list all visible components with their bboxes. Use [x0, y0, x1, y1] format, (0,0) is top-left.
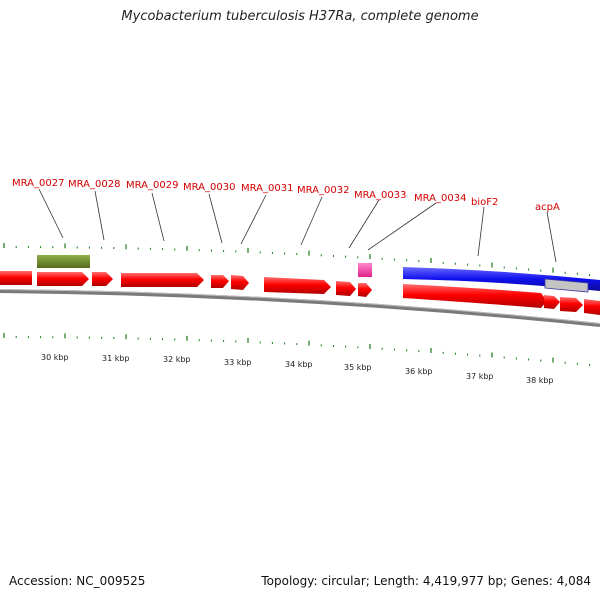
kbp-label: 31 kbp — [102, 354, 130, 363]
tick-track-lower — [3, 333, 591, 367]
leader-line — [38, 188, 64, 239]
misc-feature-pink[interactable] — [358, 263, 372, 277]
cds-arrow[interactable] — [560, 297, 583, 312]
cds-arrow-mra-0033[interactable] — [336, 281, 356, 296]
leader-line — [240, 194, 267, 245]
kbp-label: 34 kbp — [285, 360, 313, 369]
leader-line — [208, 193, 223, 244]
misc-region-edge[interactable] — [544, 278, 589, 293]
genome-backbone — [0, 289, 600, 327]
cds-arrow[interactable] — [584, 299, 600, 315]
leader-line — [477, 206, 485, 257]
kbp-labels: 30 kbp 31 kbp 32 kbp 33 kbp 34 kbp 35 kb… — [41, 353, 554, 385]
kbp-label: 37 kbp — [466, 372, 494, 381]
kbp-label: 35 kbp — [344, 363, 372, 372]
cds-arrow-mra-0028[interactable] — [92, 272, 113, 286]
kbp-label: 32 kbp — [163, 355, 191, 364]
gene-label[interactable]: bioF2 — [471, 197, 498, 208]
gene-label[interactable]: acpA — [535, 202, 560, 213]
leader-line — [348, 199, 380, 249]
cds-arrow-mra-0027[interactable] — [37, 272, 89, 286]
feature-track — [0, 255, 600, 315]
tick-track-upper — [3, 243, 591, 277]
leader-line — [546, 211, 557, 263]
leader-line — [367, 202, 437, 251]
accession-text: Accession: NC_009525 — [9, 574, 146, 588]
leader-line — [94, 190, 105, 241]
length-text: Length: 4,419,977 bp — [373, 574, 503, 588]
cds-arrow-mra-0032[interactable] — [264, 277, 331, 294]
cds-arrow-mra-0030[interactable] — [211, 275, 229, 288]
gene-label[interactable]: MRA_0032 — [297, 185, 349, 196]
gene-label[interactable]: MRA_0034 — [414, 193, 466, 204]
genes-text: Genes: 4,084 — [510, 574, 591, 588]
gene-label[interactable]: MRA_0029 — [126, 180, 178, 191]
gene-label[interactable]: MRA_0031 — [241, 183, 293, 194]
gene-label[interactable]: MRA_0027 — [12, 178, 64, 189]
kbp-label: 30 kbp — [41, 353, 69, 362]
cds-arrow[interactable] — [0, 271, 32, 285]
gene-label[interactable]: MRA_0030 — [183, 182, 235, 193]
leader-line — [151, 192, 165, 242]
genome-summary: Topology: circular; Length: 4,419,977 bp… — [261, 574, 591, 588]
topology-text: Topology: circular — [261, 574, 366, 588]
cds-arrow-mra-0029[interactable] — [121, 273, 204, 287]
gene-label[interactable]: MRA_0028 — [68, 179, 120, 190]
gene-labels: MRA_0027 MRA_0028 MRA_0029 MRA_0030 MRA_… — [12, 178, 560, 263]
map-title: Mycobacterium tuberculosis H37Ra, comple… — [121, 9, 479, 24]
cds-arrow-biof2[interactable] — [403, 284, 547, 308]
gene-region-green[interactable] — [37, 255, 90, 268]
kbp-label: 38 kbp — [526, 376, 554, 385]
genome-backbone-highlight — [0, 289, 600, 324]
leader-line — [300, 196, 323, 246]
cds-arrow-mra-0031[interactable] — [231, 275, 249, 290]
kbp-label: 36 kbp — [405, 367, 433, 376]
gene-label[interactable]: MRA_0033 — [354, 190, 406, 201]
kbp-label: 33 kbp — [224, 358, 252, 367]
cds-arrow-acpa[interactable] — [544, 295, 560, 309]
cds-arrow-mra-0034[interactable] — [358, 283, 372, 297]
